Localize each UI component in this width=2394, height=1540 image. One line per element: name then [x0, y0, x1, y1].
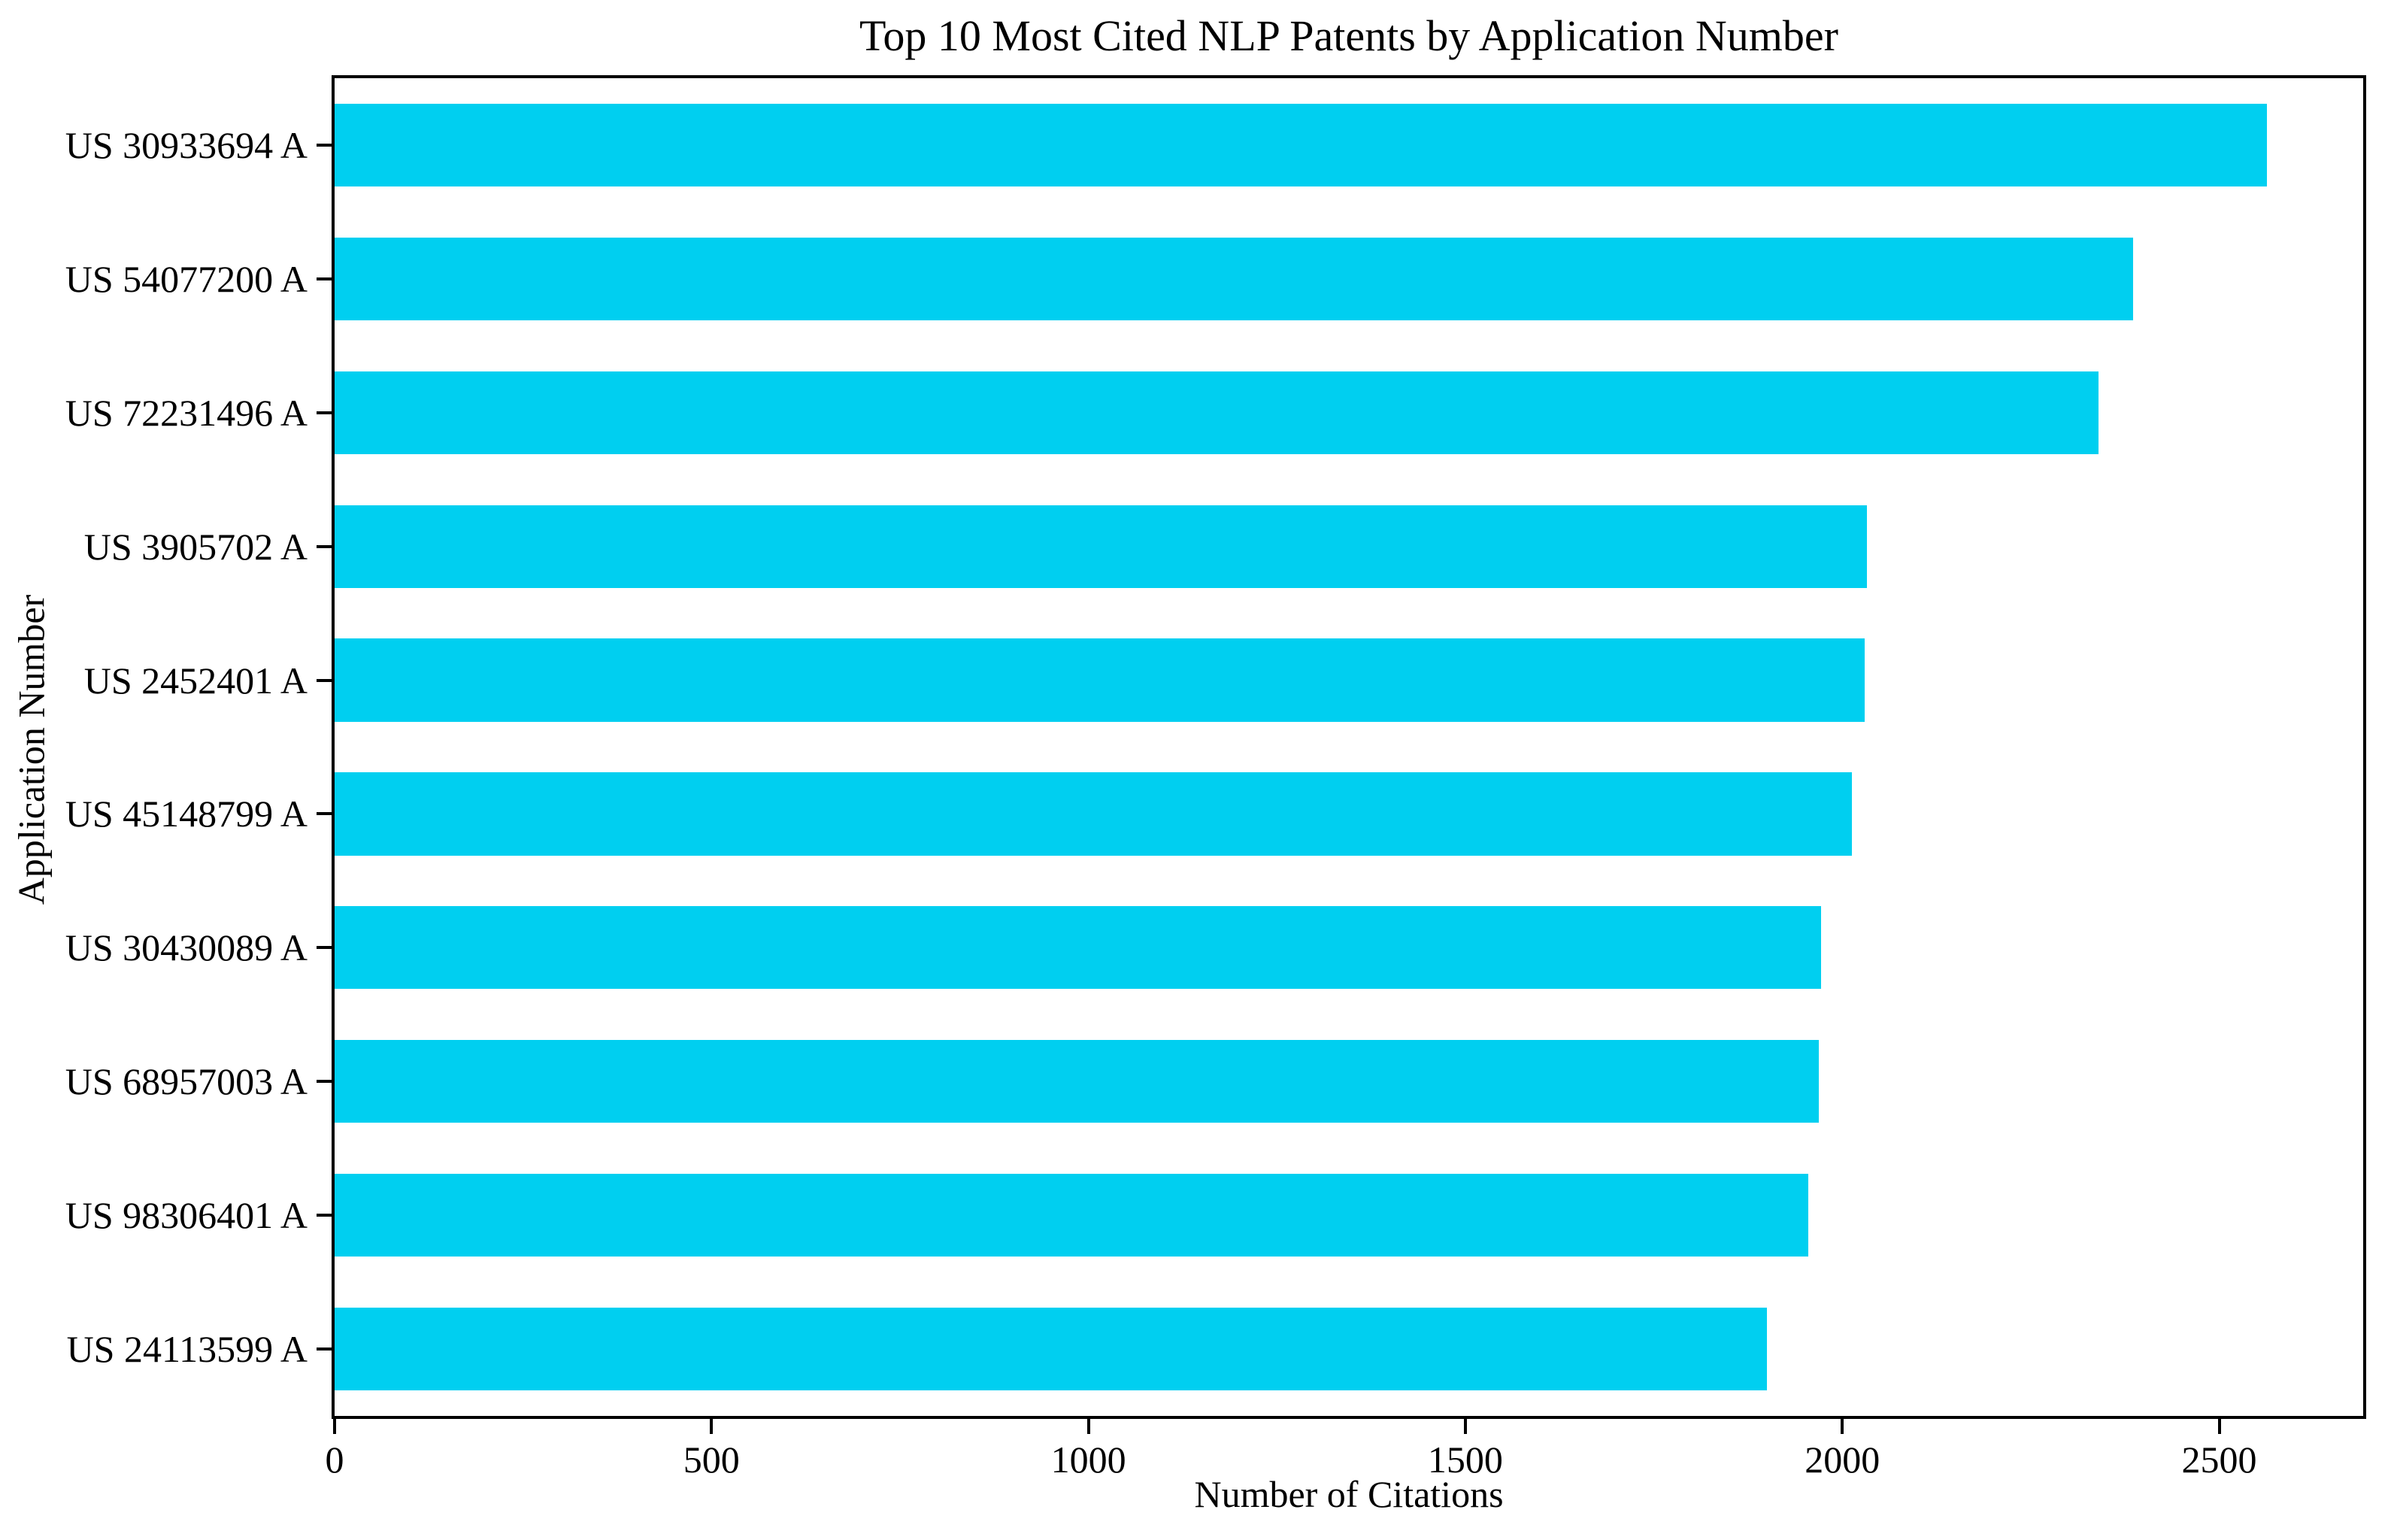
x-tick-label: 1000	[1050, 1438, 1126, 1481]
y-tick-mark	[317, 544, 332, 548]
bar-us-68957003-a	[335, 1040, 1820, 1123]
bar-us-54077200-a	[335, 237, 2134, 320]
x-tick-mark	[333, 1419, 336, 1434]
y-tick-mark	[317, 411, 332, 414]
bar-us-45148799-a	[335, 772, 1853, 856]
chart-title: Top 10 Most Cited NLP Patents by Applica…	[859, 11, 1838, 60]
bar-us-30933694-a	[335, 103, 2267, 187]
x-tick-label: 1500	[1427, 1438, 1503, 1481]
bar-us-24113599-a	[335, 1307, 1767, 1391]
y-tick-label: US 98306401 A	[65, 1194, 308, 1237]
y-tick-mark	[317, 277, 332, 280]
y-tick-mark	[317, 812, 332, 816]
x-tick-mark	[710, 1419, 714, 1434]
x-tick-mark	[1463, 1419, 1467, 1434]
x-tick-label: 2500	[2181, 1438, 2257, 1481]
y-tick-mark	[317, 946, 332, 950]
x-tick-mark	[2217, 1419, 2221, 1434]
y-tick-label: US 68957003 A	[65, 1060, 308, 1103]
y-tick-label: US 24113599 A	[66, 1328, 308, 1371]
y-tick-mark	[317, 678, 332, 682]
bar-us-72231496-a	[335, 371, 2099, 454]
y-tick-mark	[317, 1348, 332, 1351]
x-tick-mark	[1086, 1419, 1090, 1434]
y-tick-label: US 2452401 A	[83, 659, 308, 702]
plot-inner: US 30933694 A US 54077200 A US 72231496 A U…	[65, 78, 2363, 1481]
x-tick-label: 2000	[1805, 1438, 1880, 1481]
y-tick-label: US 30933694 A	[65, 123, 308, 166]
y-tick-label: US 30430089 A	[65, 926, 308, 969]
x-tick-label: 500	[683, 1438, 740, 1481]
y-tick-mark	[317, 1080, 332, 1084]
y-tick-label: US 45148799 A	[65, 793, 308, 835]
y-tick-mark	[317, 143, 332, 147]
bar-us-30430089-a	[335, 906, 1822, 990]
bar-us-2452401-a	[335, 638, 1865, 722]
y-tick-label: US 72231496 A	[65, 391, 308, 434]
x-axis-label: Number of Citations	[1194, 1473, 1504, 1515]
y-tick-label: US 3905702 A	[83, 525, 308, 568]
bar-us-3905702-a	[335, 505, 1868, 588]
y-tick-mark	[317, 1214, 332, 1217]
bar-us-98306401-a	[335, 1174, 1809, 1257]
y-tick-label: US 54077200 A	[65, 257, 308, 300]
x-tick-label: 0	[325, 1438, 344, 1481]
plot-area: US 30933694 A US 54077200 A US 72231496 A U…	[65, 75, 2366, 1481]
x-tick-mark	[1841, 1419, 1844, 1434]
y-axis-label: Application Number	[10, 594, 53, 905]
